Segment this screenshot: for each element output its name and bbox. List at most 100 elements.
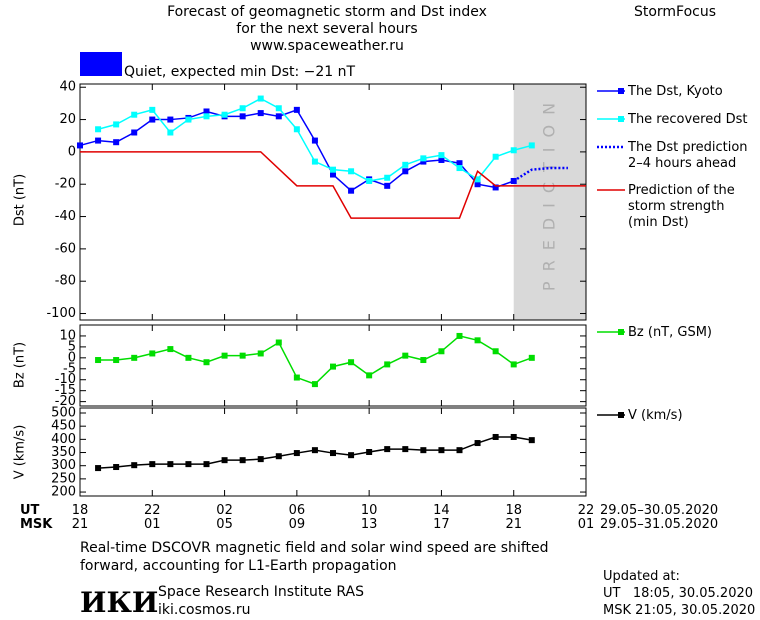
data-point <box>311 158 318 165</box>
series-line <box>513 166 568 183</box>
data-point <box>203 108 210 115</box>
data-point <box>438 348 445 355</box>
updated-msk: MSK 21:05, 30.05.2020 <box>603 603 755 618</box>
panel-frame <box>79 83 587 321</box>
y-tick-label: 250 <box>51 471 76 486</box>
data-point <box>402 352 409 359</box>
y-tick-label: -20 <box>55 177 76 192</box>
data-point <box>275 105 282 112</box>
x-tick-label: 18 <box>505 503 522 518</box>
data-point <box>293 450 300 457</box>
data-point <box>420 155 427 162</box>
data-point <box>131 129 138 136</box>
y-tick-label: 300 <box>51 458 76 473</box>
data-point <box>113 139 120 146</box>
data-point <box>257 95 264 102</box>
data-point <box>185 116 192 123</box>
data-point <box>95 465 102 472</box>
data-point <box>293 106 300 113</box>
data-point <box>492 184 499 191</box>
data-point <box>510 147 517 154</box>
title-line: for the next several hours <box>236 21 417 37</box>
data-point <box>311 137 318 144</box>
y-tick-label: 500 <box>51 406 76 421</box>
data-point <box>149 350 156 357</box>
data-point <box>167 346 174 353</box>
data-point <box>293 126 300 133</box>
data-point <box>149 116 156 123</box>
y-tick-label: 40 <box>59 80 76 95</box>
x-tick-label: 14 <box>433 503 450 518</box>
legend-marker <box>618 412 624 418</box>
legend-label: Prediction of the storm strength (min Dst) <box>628 183 735 230</box>
data-point <box>366 372 373 379</box>
data-point <box>167 116 174 123</box>
series-line <box>98 335 533 385</box>
data-point <box>456 332 463 339</box>
data-point <box>95 357 102 364</box>
data-point <box>257 110 264 117</box>
legend-marker <box>618 329 624 335</box>
data-point <box>330 450 336 457</box>
data-point <box>456 160 463 167</box>
data-point <box>420 158 427 165</box>
legend-marker <box>618 116 624 122</box>
data-point <box>474 181 481 188</box>
data-point <box>528 142 535 149</box>
data-point <box>330 171 336 178</box>
data-point <box>384 361 391 368</box>
data-point <box>366 449 373 455</box>
title-line: Forecast of geomagnetic storm and Dst in… <box>167 4 487 20</box>
data-point <box>167 129 174 136</box>
data-point <box>113 357 120 364</box>
legend-label: V (km/s) <box>628 408 683 423</box>
data-point <box>185 461 192 468</box>
data-point <box>528 354 535 361</box>
series-line <box>79 108 514 192</box>
data-point <box>293 374 300 381</box>
logo: ИКИ <box>80 586 158 619</box>
data-point <box>492 433 499 440</box>
x-tick-label: 10 <box>361 503 378 518</box>
data-point <box>348 359 355 366</box>
brand: StormFocus <box>634 4 716 20</box>
x-tick-label: 02 <box>216 503 233 518</box>
msk-label: MSK <box>20 517 53 532</box>
data-point <box>492 153 499 160</box>
data-point <box>131 111 138 118</box>
data-point <box>420 447 427 454</box>
data-point <box>402 168 409 175</box>
data-point <box>239 457 246 464</box>
data-point <box>275 339 282 346</box>
data-point <box>167 461 174 468</box>
x-tick-label-msk: 21 <box>72 517 89 532</box>
updated-label: Updated at: <box>603 569 680 584</box>
legend-label: The Dst, Kyoto <box>627 84 723 99</box>
data-point <box>330 166 336 173</box>
data-point <box>131 462 138 469</box>
ut-dates: 29.05–30.05.2020 <box>600 503 718 518</box>
ut-label: UT <box>20 503 40 518</box>
data-point <box>384 174 391 181</box>
status-text: Quiet, expected min Dst: −21 nT <box>124 64 356 80</box>
data-point <box>456 447 463 454</box>
legend-label: The recovered Dst <box>627 112 747 127</box>
data-point <box>203 359 210 366</box>
x-tick-label-msk: 05 <box>216 517 233 532</box>
data-point <box>131 354 138 361</box>
data-point <box>474 337 481 344</box>
data-point <box>221 457 228 464</box>
x-tick-label: 18 <box>72 503 89 518</box>
data-point <box>402 446 409 453</box>
data-point <box>420 357 427 364</box>
data-point <box>348 452 355 459</box>
y-tick-label: -60 <box>55 241 76 256</box>
prediction-region <box>513 84 586 320</box>
data-point <box>239 352 246 359</box>
data-point <box>113 464 120 471</box>
data-point <box>330 363 336 370</box>
data-point <box>510 433 517 440</box>
title-line: www.spaceweather.ru <box>250 38 404 54</box>
data-point <box>203 113 210 120</box>
status-indicator <box>80 52 122 76</box>
